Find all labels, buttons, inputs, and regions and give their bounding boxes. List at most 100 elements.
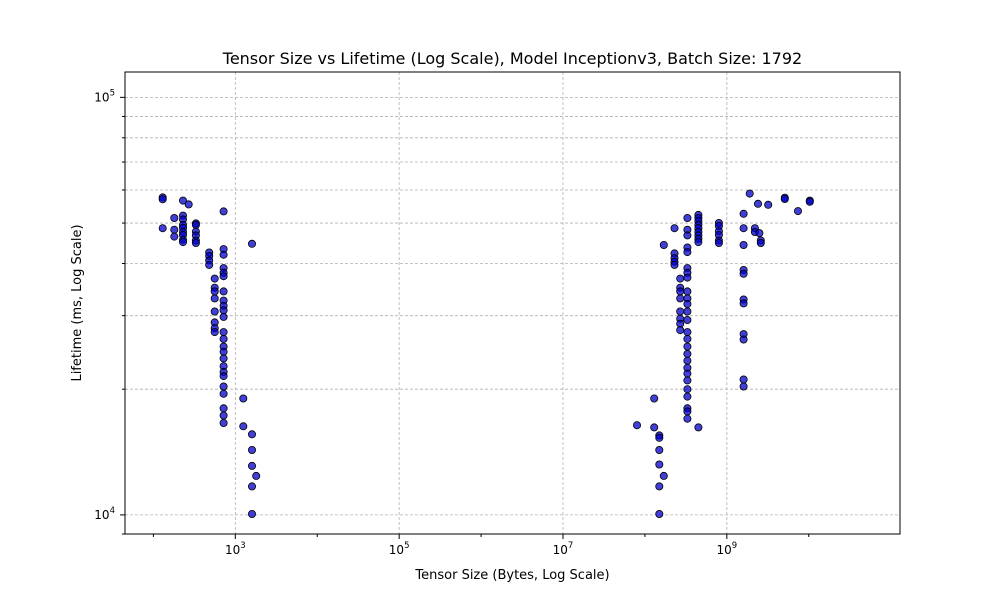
- x-tick-label: 109: [716, 541, 737, 557]
- scatter-point: [694, 423, 703, 432]
- scatter-point: [683, 385, 692, 394]
- scatter-point: [714, 238, 723, 247]
- scatter-point: [683, 342, 692, 351]
- scatter-point: [683, 369, 692, 378]
- scatter-point: [219, 354, 228, 363]
- scatter-point: [683, 392, 692, 401]
- scatter-point: [219, 328, 228, 337]
- scatter-point: [219, 411, 228, 420]
- scatter-point: [178, 238, 187, 247]
- scatter-point: [655, 433, 664, 442]
- scatter-point: [739, 299, 748, 308]
- scatter-point: [683, 273, 692, 282]
- y-tick-label: 104: [94, 506, 115, 522]
- scatter-point: [158, 224, 167, 233]
- scatter-point: [683, 213, 692, 222]
- scatter-point: [683, 407, 692, 416]
- scatter-point: [247, 445, 256, 454]
- scatter-point: [655, 460, 664, 469]
- chart-title: Tensor Size vs Lifetime (Log Scale), Mod…: [222, 49, 802, 68]
- scatter-point: [170, 232, 179, 241]
- scatter-point: [683, 334, 692, 343]
- scatter-point: [676, 326, 685, 335]
- scatter-point: [755, 229, 764, 238]
- scatter-point: [219, 207, 228, 216]
- scatter-point: [210, 274, 219, 283]
- scatter-point: [178, 196, 187, 205]
- scatter-point: [219, 418, 228, 427]
- scatter-point: [191, 220, 200, 229]
- scatter-point: [219, 372, 228, 381]
- scatter-point: [219, 404, 228, 413]
- scatter-point: [739, 209, 748, 218]
- scatter-point: [739, 375, 748, 384]
- scatter-point: [191, 238, 200, 247]
- y-axis-ticks: 104 105: [94, 88, 125, 535]
- scatter-point: [184, 200, 193, 209]
- scatter-point: [210, 307, 219, 316]
- scatter-point: [659, 471, 668, 480]
- scatter-point: [754, 199, 763, 208]
- scatter-point: [745, 189, 754, 198]
- scatter-point: [683, 349, 692, 358]
- y-axis-label: Lifetime (ms, Log Scale): [70, 224, 85, 381]
- scatter-point: [683, 307, 692, 316]
- scatter-point: [219, 250, 228, 259]
- x-tick-label: 103: [225, 541, 246, 557]
- scatter-point: [247, 239, 256, 248]
- scatter-point: [239, 394, 248, 403]
- scatter-point: [764, 200, 773, 209]
- scatter-point: [739, 382, 748, 391]
- scatter-point: [655, 445, 664, 454]
- x-tick-label: 107: [553, 541, 574, 557]
- scatter-point: [219, 272, 228, 281]
- scatter-point: [252, 471, 261, 480]
- scatter-point: [219, 382, 228, 391]
- scatter-point: [210, 328, 219, 337]
- scatter-point: [683, 315, 692, 324]
- scatter-point: [676, 274, 685, 283]
- scatter-point: [239, 422, 248, 431]
- scatter-point: [170, 213, 179, 222]
- scatter-point: [694, 238, 703, 247]
- scatter-point: [670, 260, 679, 269]
- y-tick-label: 105: [94, 88, 115, 104]
- data-points: [158, 189, 814, 518]
- scatter-point: [655, 509, 664, 518]
- scatter-point: [739, 224, 748, 233]
- scatter-point: [247, 430, 256, 439]
- scatter-point: [650, 423, 659, 432]
- scatter-point: [210, 294, 219, 303]
- scatter-point: [219, 312, 228, 321]
- scatter-point: [683, 328, 692, 337]
- scatter-point: [683, 231, 692, 240]
- scatter-point: [676, 307, 685, 316]
- scatter-point: [739, 269, 748, 278]
- scatter-point: [676, 294, 685, 303]
- scatter-point: [780, 194, 789, 203]
- scatter-point: [683, 356, 692, 365]
- scatter-point: [756, 238, 765, 247]
- scatter-point: [683, 248, 692, 257]
- scatter-point: [247, 461, 256, 470]
- scatter-point: [683, 414, 692, 423]
- scatter-point: [739, 335, 748, 344]
- scatter-point: [659, 240, 668, 249]
- scatter-point: [683, 287, 692, 296]
- scatter-point: [170, 225, 179, 234]
- scatter-point: [683, 376, 692, 385]
- scatter-point: [683, 299, 692, 308]
- x-axis-label: Tensor Size (Bytes, Log Scale): [414, 568, 609, 583]
- scatter-point: [655, 482, 664, 491]
- scatter-point: [219, 306, 228, 315]
- scatter-point: [247, 509, 256, 518]
- scatter-point: [670, 224, 679, 233]
- scatter-point: [219, 389, 228, 398]
- scatter-point: [676, 287, 685, 296]
- scatter-point: [158, 195, 167, 204]
- plot-frame: [124, 71, 901, 535]
- scatter-point: [247, 482, 256, 491]
- scatter-point: [219, 287, 228, 296]
- scatter-point: [739, 240, 748, 249]
